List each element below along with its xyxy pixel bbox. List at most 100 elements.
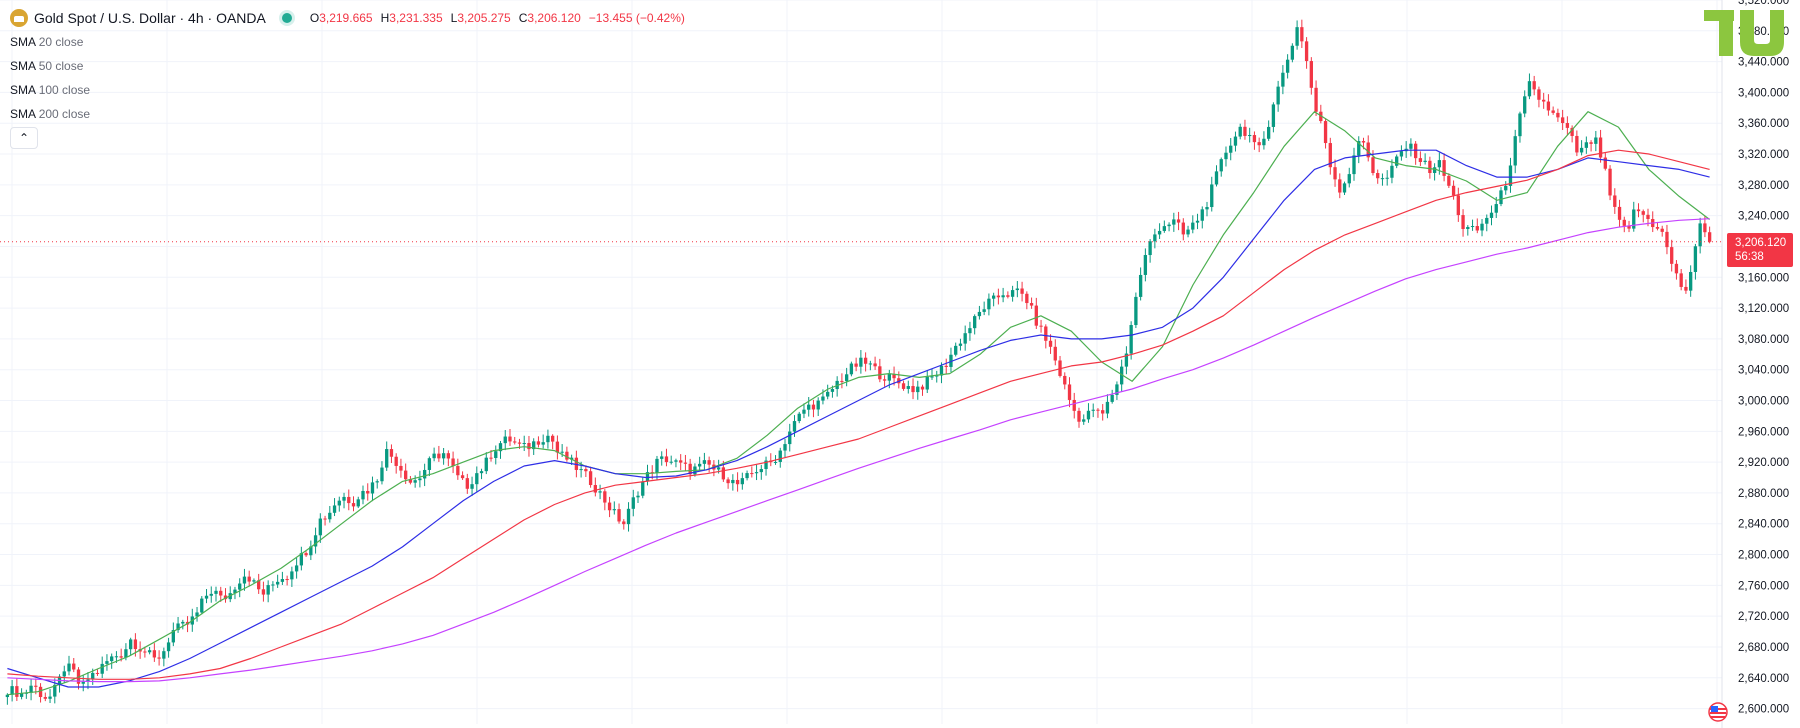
gold-symbol-icon[interactable] xyxy=(10,9,28,27)
candle-body xyxy=(441,453,446,459)
us-flag-icon[interactable] xyxy=(1708,702,1728,722)
y-tick-label: 2,600.000 xyxy=(1738,704,1789,716)
candle-body xyxy=(726,479,730,484)
ohlc-values: O 3,219.665 H 3,231.335 L 3,205.275 C 3,206.… xyxy=(310,11,685,25)
candle-body xyxy=(1120,366,1124,385)
candle-body xyxy=(494,451,498,458)
candle-body xyxy=(911,386,915,393)
candle-body xyxy=(565,451,569,460)
candle-body xyxy=(404,470,408,480)
candle-body xyxy=(925,376,929,390)
close-label: C xyxy=(518,11,528,25)
y-tick-label: 3,000.000 xyxy=(1738,396,1789,408)
candle-body xyxy=(299,553,304,566)
candle-body xyxy=(963,333,967,344)
legend-sma200[interactable]: SMA 200 close xyxy=(10,104,90,128)
candle-body xyxy=(1617,206,1622,220)
candle-body xyxy=(1048,340,1053,347)
candle-body xyxy=(702,460,707,464)
candle-body xyxy=(1300,27,1304,42)
candle-body xyxy=(740,478,744,485)
candle-body xyxy=(546,435,550,443)
candle-body xyxy=(996,295,1001,298)
candle-body xyxy=(1357,141,1361,156)
candle-body xyxy=(920,386,925,390)
candle-body xyxy=(1342,183,1347,193)
candle-body xyxy=(110,656,114,662)
candle-body xyxy=(261,589,266,595)
candle-body xyxy=(257,580,261,590)
candle-body xyxy=(62,671,66,677)
market-status-icon[interactable] xyxy=(281,13,292,23)
candle-body xyxy=(1138,274,1143,297)
candle-body xyxy=(100,663,104,674)
candle-body xyxy=(223,595,228,600)
candle-body xyxy=(29,685,33,693)
candle-body xyxy=(598,491,602,493)
candle-body xyxy=(1238,126,1242,137)
candle-body xyxy=(1627,225,1631,229)
symbol-title[interactable]: Gold Spot / U.S. Dollar · 4h · OANDA xyxy=(34,10,266,26)
candle-body xyxy=(181,621,185,624)
candle-body xyxy=(1589,142,1593,144)
candle-body xyxy=(1210,184,1214,208)
candle-body xyxy=(1001,295,1005,298)
candle-body xyxy=(1537,89,1541,100)
candle-body xyxy=(1044,326,1048,341)
tradingview-logo[interactable] xyxy=(1704,10,1790,56)
candle-body xyxy=(555,441,560,453)
candle-body xyxy=(1077,410,1081,422)
candle-body xyxy=(347,496,351,504)
candle-body xyxy=(541,442,545,445)
candle-body xyxy=(1684,286,1688,291)
low-value: 3,205.275 xyxy=(457,11,511,25)
open-value: 3,219.665 xyxy=(319,11,373,25)
candle-body xyxy=(356,499,360,507)
y-tick-label: 3,320.000 xyxy=(1738,149,1789,161)
candle-body xyxy=(1347,174,1351,184)
candle-body xyxy=(593,485,597,493)
candle-body xyxy=(470,484,474,489)
candle-body xyxy=(323,518,327,520)
candle-body xyxy=(1233,136,1238,146)
candle-body xyxy=(679,460,683,463)
candle-body xyxy=(166,642,171,652)
candle-body xyxy=(844,374,849,381)
candle-body xyxy=(290,571,294,580)
candle-body xyxy=(328,512,332,520)
candle-body xyxy=(612,509,616,511)
candle-body xyxy=(1338,179,1342,193)
candle-body xyxy=(1475,226,1479,231)
collapse-legend-button[interactable]: ⌃ xyxy=(10,127,38,149)
candle-body xyxy=(641,481,645,496)
candle-body xyxy=(1129,325,1133,354)
candle-body xyxy=(266,585,270,595)
candle-body xyxy=(408,479,413,483)
candle-body xyxy=(840,380,844,382)
legend-sma20[interactable]: SMA 20 close xyxy=(10,32,90,56)
candle-body xyxy=(399,465,403,471)
candle-body xyxy=(1191,222,1195,230)
y-tick-label: 2,960.000 xyxy=(1738,426,1789,438)
sma-line-2 xyxy=(7,149,1710,680)
candle-body xyxy=(1542,99,1546,102)
candle-body xyxy=(821,396,825,401)
candle-body xyxy=(802,409,806,414)
candle-body xyxy=(878,366,882,380)
candle-body xyxy=(1096,409,1100,411)
candle-body xyxy=(664,456,669,463)
candle-body xyxy=(1447,175,1451,186)
legend-sma100[interactable]: SMA 100 close xyxy=(10,80,90,104)
candle-body xyxy=(1366,142,1370,158)
candle-body xyxy=(451,458,455,467)
legend-sma50[interactable]: SMA 50 close xyxy=(10,56,90,80)
candle-body xyxy=(863,357,868,364)
candle-body xyxy=(527,443,531,450)
candle-body xyxy=(143,651,147,653)
candle-body xyxy=(930,376,934,378)
candle-body xyxy=(1376,173,1380,179)
candle-body xyxy=(1703,223,1707,233)
candle-body xyxy=(1461,215,1465,230)
